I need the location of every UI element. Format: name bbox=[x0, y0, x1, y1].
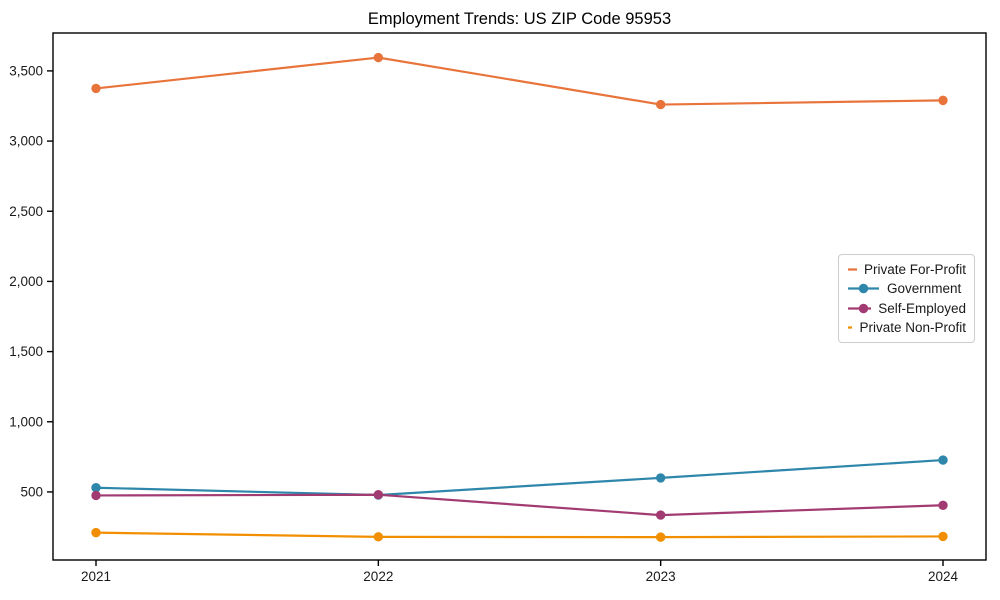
legend-dot-sample bbox=[858, 303, 869, 313]
legend: Private For-Profit Government Self-Employe… bbox=[838, 254, 975, 343]
legend-marker-private-non-profit bbox=[848, 326, 853, 329]
data-point-self-employed-2024 bbox=[938, 500, 948, 510]
y-tick-label: 3,000 bbox=[9, 134, 43, 149]
series-line-private-for-profit bbox=[94, 56, 945, 106]
legend-item-self-employed: Self-Employed bbox=[847, 299, 966, 318]
legend-label: Private For-Profit bbox=[863, 262, 966, 278]
data-point-private-for-profit-2021 bbox=[91, 83, 101, 94]
data-point-private-for-profit-2024 bbox=[938, 95, 948, 106]
legend-item-government: Government bbox=[847, 279, 966, 298]
data-point-government-2021 bbox=[91, 483, 101, 493]
data-point-private-non-profit-2022 bbox=[373, 532, 384, 542]
data-point-self-employed-2023 bbox=[655, 510, 666, 520]
x-tick-label: 2024 bbox=[928, 569, 959, 584]
legend-label: Self-Employed bbox=[878, 300, 966, 316]
data-point-government-2024 bbox=[938, 455, 948, 465]
data-point-self-employed-2022 bbox=[373, 490, 384, 500]
series-line-private-non-profit bbox=[94, 531, 945, 539]
data-point-private-non-profit-2021 bbox=[91, 527, 101, 538]
legend-dot-sample bbox=[858, 284, 869, 294]
y-tick-label: 3,500 bbox=[9, 63, 43, 78]
data-point-private-non-profit-2024 bbox=[938, 531, 948, 542]
x-tick-label: 2021 bbox=[81, 569, 111, 584]
legend-label: Private Non-Profit bbox=[859, 319, 966, 335]
y-tick-label: 500 bbox=[20, 485, 43, 500]
y-tick-label: 2,500 bbox=[9, 204, 43, 219]
legend-item-private-non-profit: Private Non-Profit bbox=[847, 318, 966, 337]
x-tick-label: 2023 bbox=[646, 569, 676, 584]
y-tick-label: 1,000 bbox=[9, 414, 43, 429]
series-line-self-employed bbox=[94, 493, 945, 517]
x-tick-label: 2022 bbox=[363, 569, 393, 584]
data-point-private-for-profit-2023 bbox=[655, 99, 666, 110]
y-tick-label: 1,500 bbox=[9, 344, 43, 359]
chart-title: Employment Trends: US ZIP Code 95953 bbox=[367, 10, 672, 28]
data-point-private-non-profit-2023 bbox=[655, 532, 666, 542]
legend-marker-self-employed bbox=[848, 303, 872, 313]
legend-item-private-for-profit: Private For-Profit bbox=[847, 260, 966, 279]
legend-label: Government bbox=[887, 281, 962, 297]
data-point-private-for-profit-2022 bbox=[373, 52, 384, 63]
y-tick-label: 2,000 bbox=[9, 274, 43, 289]
legend-marker-government bbox=[848, 284, 879, 294]
series-line-government bbox=[94, 458, 945, 497]
data-point-government-2023 bbox=[655, 473, 666, 483]
plot-frame bbox=[52, 32, 987, 561]
data-point-self-employed-2021 bbox=[91, 490, 101, 501]
legend-marker-private-for-profit bbox=[848, 268, 857, 271]
